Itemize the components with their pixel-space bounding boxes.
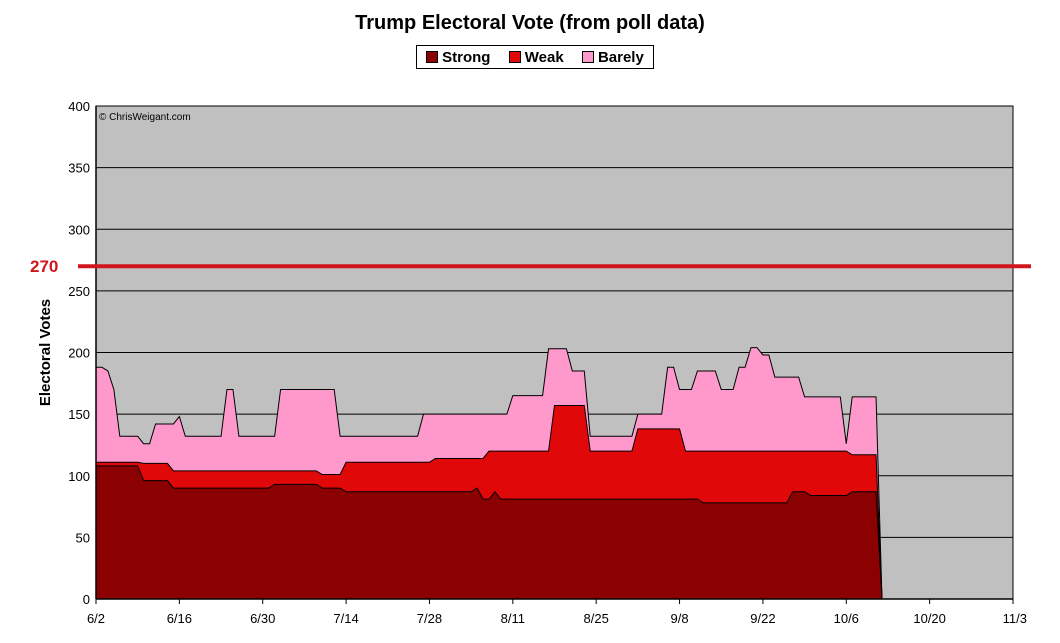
series-area-strong: [95, 465, 883, 600]
x-tick-label-6-16: 6/16: [167, 611, 192, 626]
x-tick-label-8-25: 8/25: [584, 611, 609, 626]
reference-line-label: 270: [30, 257, 58, 276]
x-tick-label-9-8: 9/8: [671, 611, 689, 626]
x-tick-label-9-22: 9/22: [750, 611, 775, 626]
y-tick-label-150: 150: [68, 407, 90, 422]
chart-title: Trump Electoral Vote (from poll data): [355, 12, 705, 34]
legend-swatch-barely: [581, 51, 594, 63]
legend-label-barely: Barely: [597, 48, 644, 66]
x-tick-label-7-28: 7/28: [417, 611, 442, 626]
x-tick-label-10-20: 10/20: [913, 611, 946, 626]
y-tick-label-300: 300: [68, 222, 90, 237]
x-tick-label-8-11: 8/11: [501, 611, 525, 626]
y-tick-label-0: 0: [83, 592, 90, 607]
y-tick-label-400: 400: [68, 99, 90, 114]
legend-swatch-weak: [508, 51, 521, 63]
x-tick-label-11-3: 11/3: [1003, 611, 1027, 626]
legend-entry-strong: Strong: [426, 49, 490, 66]
y-tick-label-350: 350: [68, 161, 90, 176]
x-tick-label-6-30: 6/30: [250, 611, 275, 626]
y-axis-title: Electoral Votes: [37, 299, 54, 406]
y-tick-label-50: 50: [76, 530, 90, 545]
legend-entry-weak: Weak: [508, 48, 564, 66]
x-tick-label-7-14: 7/14: [333, 611, 358, 626]
x-tick-label-10-6: 10/6: [834, 611, 859, 626]
y-tick-label-100: 100: [68, 469, 90, 484]
legend: Strong Weak Barely: [416, 45, 654, 69]
legend-label-strong: Strong: [442, 48, 491, 66]
watermark: © ChrisWeigant.com: [99, 112, 191, 123]
y-tick-label-200: 200: [68, 346, 90, 361]
legend-entry-barely: Barely: [581, 48, 644, 66]
x-tick-label-6-2: 6/2: [87, 611, 105, 626]
y-tick-label-250: 250: [68, 284, 90, 299]
legend-swatch-strong: [426, 51, 439, 63]
legend-label-weak: Weak: [524, 48, 564, 66]
